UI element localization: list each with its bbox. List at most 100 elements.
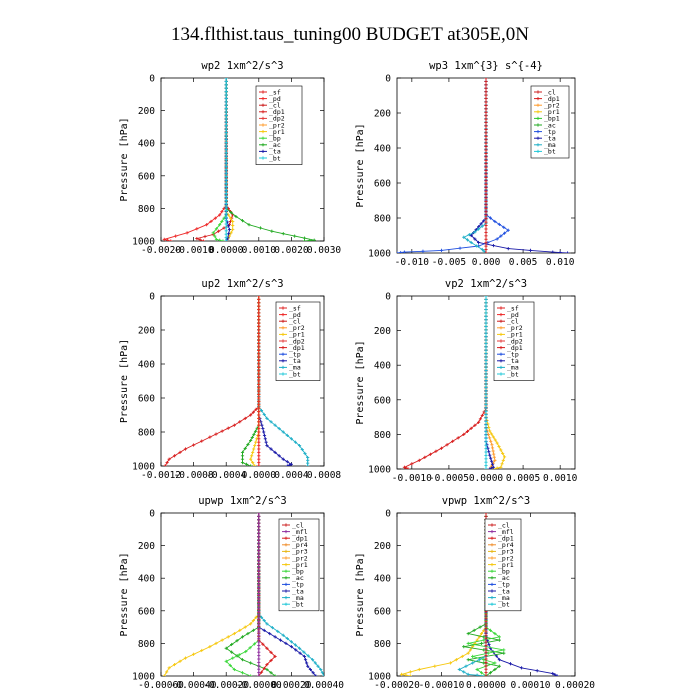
- legend-label: _cl: [269, 102, 281, 110]
- legend-label: _mfl: [498, 528, 514, 536]
- x-tick-label: 0.000: [472, 257, 501, 268]
- y-tick-label: 200: [374, 326, 391, 337]
- y-tick-label: 800: [374, 214, 391, 225]
- legend: _cl_mfl_dp1_pr4_pr3_pr2_pr1_bp_ac_tp_ta_…: [484, 518, 522, 612]
- legend-label: _bt: [289, 370, 301, 378]
- x-tick-label: 0.0004: [274, 470, 309, 481]
- x-tick-label: -0.0012: [141, 470, 181, 481]
- legend-label: _pr1: [507, 331, 523, 339]
- series-ma: [457, 513, 488, 676]
- legend-label: _tp: [289, 351, 301, 359]
- y-tick-label: 800: [138, 639, 155, 650]
- legend-label: _pr1: [292, 561, 308, 569]
- y-tick-label: 400: [138, 139, 155, 150]
- series-line: [258, 513, 276, 676]
- legend-label: _dp1: [507, 344, 523, 352]
- x-tick-label: -0.0008: [174, 470, 214, 481]
- legend-label: _ta: [498, 587, 510, 595]
- legend-label: _ma: [498, 594, 510, 602]
- y-axis-label: Pressure [hPa]: [355, 123, 366, 207]
- legend-label: _bt: [269, 154, 281, 162]
- chart-panel-5: upwp 1xm^2/s^302004006008001000-0.00060-…: [119, 495, 344, 691]
- series-line: [164, 296, 260, 466]
- series-pd: [257, 296, 261, 466]
- y-tick-label: 400: [138, 360, 155, 371]
- series-group: [162, 513, 324, 676]
- x-tick-label: -0.0010: [392, 473, 432, 484]
- x-tick-label: 0.0000: [469, 473, 504, 484]
- legend-label: _bp: [498, 568, 510, 576]
- y-axis-label: Pressure [hPa]: [119, 552, 130, 636]
- series-line: [485, 296, 494, 469]
- plot-frame: [160, 295, 325, 467]
- series-tp: [397, 78, 510, 253]
- x-tick-label: -0.0010: [174, 245, 214, 256]
- legend-label: _ac: [544, 121, 556, 129]
- legend-label: _pr4: [292, 541, 308, 549]
- chart-panel-1: wp2 1xm^2/s^3 0 200 400 600 800 1000-0.0020-0.…: [119, 60, 341, 256]
- legend-label: _dp2: [269, 115, 285, 123]
- legend-label: _sf: [507, 304, 519, 312]
- x-tick-label: 0.0008: [307, 470, 342, 481]
- y-tick-label: 600: [374, 606, 391, 617]
- panel-title: wp2 1xm^2/s^3: [201, 60, 283, 72]
- x-tick-label: -0.0005: [429, 473, 469, 484]
- y-axis-label: Pressure [hPa]: [119, 339, 130, 423]
- y-tick-label: 0: [385, 74, 391, 85]
- legend-label: _dp1: [289, 344, 305, 352]
- series-line: [458, 513, 487, 676]
- legend-label: _ac: [292, 574, 304, 582]
- series-group: [399, 513, 559, 676]
- legend-label: _pd: [289, 311, 301, 319]
- series-group: [397, 78, 570, 253]
- x-tick-label: 0.0030: [307, 245, 342, 256]
- legend-label: _bt: [292, 601, 304, 609]
- panel-title: wp3 1xm^{3} s^{-4}: [429, 60, 543, 72]
- legend-box: [530, 85, 570, 159]
- series-group: [402, 296, 507, 469]
- series-ac: [224, 513, 277, 676]
- legend-label: _pr2: [544, 102, 560, 110]
- y-tick-label: 600: [138, 171, 155, 182]
- y-tick-label: 200: [374, 109, 391, 120]
- panel-title: vp2 1xm^2/s^3: [445, 278, 527, 290]
- y-tick-label: 800: [374, 430, 391, 441]
- x-tick-label: 0.0000: [209, 245, 244, 256]
- legend-label: _bt: [544, 148, 556, 156]
- chart-panel-6: vpwp 1xm^2/s^3 0 200 400 600 800 1000-0.00020-…: [355, 495, 595, 691]
- legend-label: _cl: [292, 521, 304, 529]
- y-tick-label: 0: [385, 509, 391, 520]
- legend-label: _dp1: [544, 95, 560, 103]
- series-line: [225, 513, 276, 676]
- x-tick-label: 0.0010: [543, 473, 578, 484]
- x-tick-label: -0.0004: [206, 470, 246, 481]
- legend-label: _tp: [498, 581, 510, 589]
- legend-label: _cl: [498, 521, 510, 529]
- legend-label: _pr2: [507, 324, 523, 332]
- series-line: [162, 78, 227, 241]
- legend-label: _bp: [269, 135, 281, 143]
- series-line: [397, 78, 510, 253]
- x-tick-label: 0.00000: [466, 680, 506, 691]
- chart-panel-3: up2 1xm^2/s^302004006008001000-0.0012-0.…: [119, 278, 341, 481]
- x-tick-label: 0.0000: [242, 470, 277, 481]
- x-tick-label: -0.00040: [171, 680, 217, 691]
- y-tick-label: 200: [138, 541, 155, 552]
- legend-label: _pr1: [269, 128, 285, 136]
- panel-title: up2 1xm^2/s^3: [201, 278, 283, 290]
- legend-label: _cl: [289, 318, 301, 326]
- legend-label: _pr1: [544, 108, 560, 116]
- series-dp1: [484, 78, 488, 253]
- series-line: [485, 296, 496, 469]
- legend-label: _ta: [289, 357, 301, 365]
- legend-label: _pr2: [289, 324, 305, 332]
- x-tick-label: -0.00020: [374, 680, 420, 691]
- x-tick-label: 0.005: [509, 257, 538, 268]
- panel-title: vpwp 1xm^2/s^3: [442, 495, 531, 507]
- x-tick-label: 0.010: [546, 257, 575, 268]
- legend-label: _dp2: [507, 337, 523, 345]
- legend-label: _dp1: [269, 108, 285, 116]
- legend-label: _dp2: [289, 337, 305, 345]
- y-tick-label: 600: [374, 395, 391, 406]
- legend-label: _ma: [292, 594, 304, 602]
